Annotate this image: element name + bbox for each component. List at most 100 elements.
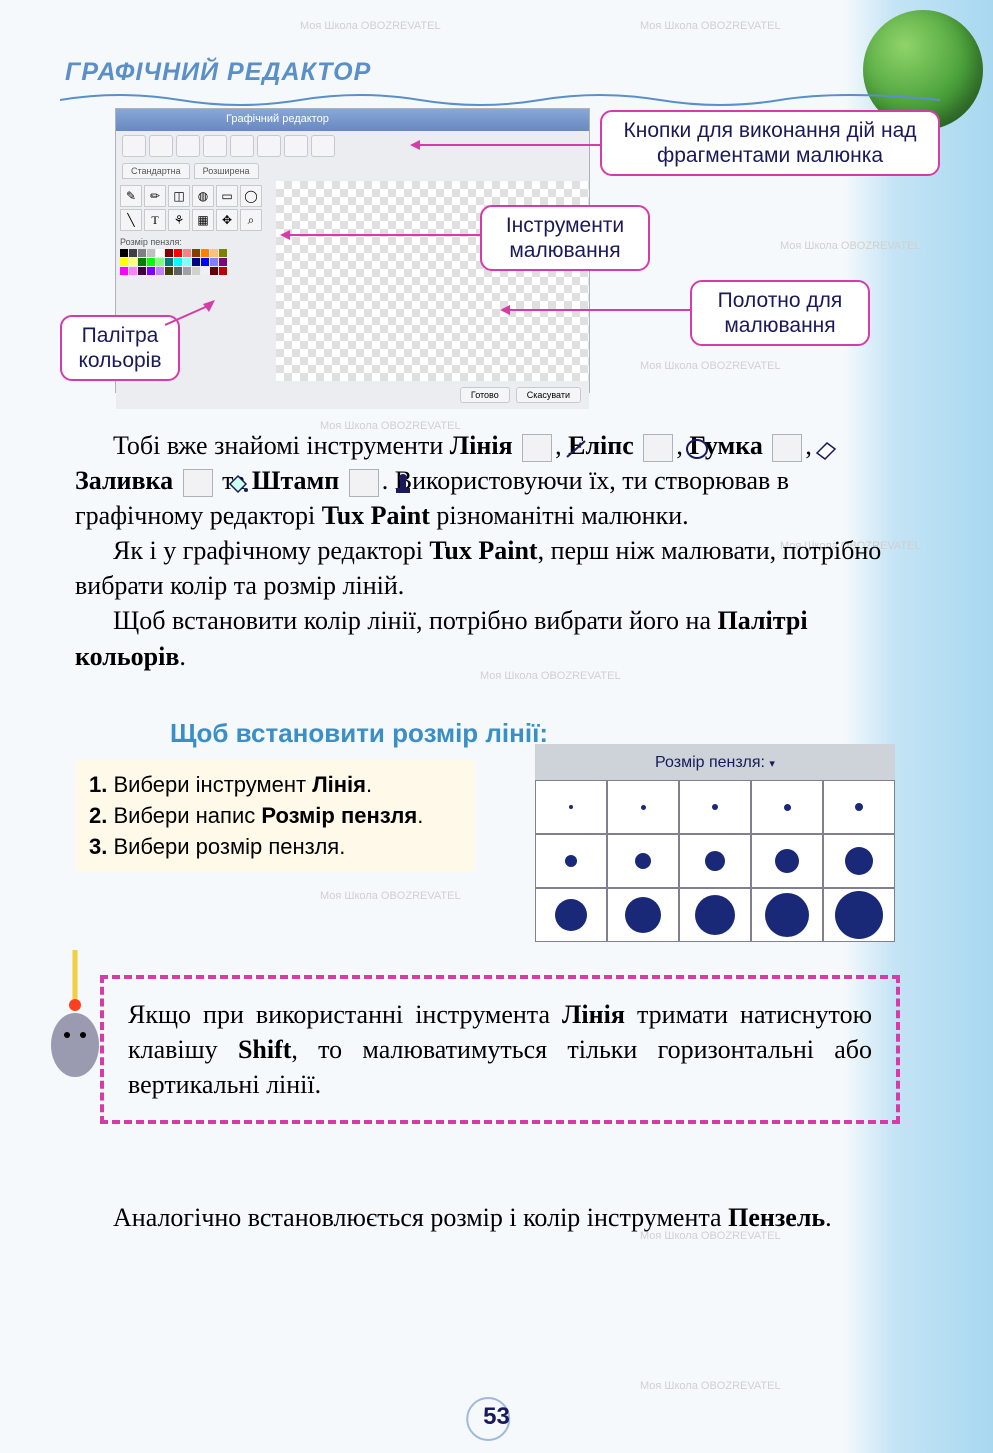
toolbar-button	[311, 135, 335, 157]
callout-toolbar: Кнопки для виконання дій над фрагментами…	[600, 110, 940, 176]
brush-dot-icon	[845, 847, 873, 875]
ellipse-tool-icon	[643, 434, 673, 462]
color-swatch	[120, 249, 128, 257]
watermark: Моя Школа OBOZREVATEL	[300, 20, 441, 32]
watermark: Моя Школа OBOZREVATEL	[640, 20, 781, 32]
editor-titlebar: Графічний редактор	[116, 109, 589, 131]
text: .	[366, 772, 372, 797]
color-swatch	[147, 267, 155, 275]
paragraph-1: Тобі вже знайомі інструменти Лінія , Елі…	[75, 428, 905, 674]
tool-grid: ✎ ✏ ◫ ◍ ▭ ◯ ╲ T ⚘ ▦ ✥ ⌕	[120, 185, 272, 231]
color-swatch	[210, 267, 218, 275]
color-swatch	[138, 267, 146, 275]
mascot-decoration	[45, 950, 105, 1090]
color-swatch	[165, 258, 173, 266]
step-number: 3.	[89, 834, 107, 859]
brush-dot-icon	[635, 853, 651, 869]
text: Щоб встановити колір лінії, потрібно виб…	[113, 606, 718, 635]
brush-dot-icon	[695, 895, 735, 935]
brush-size-cell	[679, 834, 751, 888]
arrow-icon	[280, 225, 480, 245]
text: Вибери напис	[107, 803, 261, 828]
color-swatch	[174, 249, 182, 257]
color-swatch	[183, 258, 191, 266]
tool-ellipse-icon: ◯	[240, 185, 262, 207]
text: різноманітні малюнки.	[430, 501, 689, 530]
callout-canvas: Полотно для малювання	[690, 280, 870, 346]
tool-rect-icon: ▭	[216, 185, 238, 207]
tool-zoom-icon: ⌕	[240, 209, 262, 231]
color-swatch	[219, 267, 227, 275]
text: .	[825, 1203, 832, 1232]
stamp-tool-icon	[349, 469, 379, 497]
tool-brush-icon: ✏	[144, 185, 166, 207]
brush-size-cell	[823, 888, 895, 942]
brush-dot-icon	[555, 899, 587, 931]
brush-size-cell	[823, 834, 895, 888]
color-swatch	[120, 267, 128, 275]
tab: Стандартна	[122, 163, 190, 179]
brush-size-cell	[607, 834, 679, 888]
color-swatch	[192, 249, 200, 257]
page-title: ГРАФІЧНИЙ РЕДАКТОР	[65, 58, 371, 87]
color-swatch	[156, 258, 164, 266]
text-bold: Пензель	[728, 1203, 825, 1232]
brush-dot-icon	[855, 803, 863, 811]
tool-pencil-icon: ✎	[120, 185, 142, 207]
tool-text-icon: T	[144, 209, 166, 231]
toolbar-button	[122, 135, 146, 157]
brush-dot-icon	[712, 804, 718, 810]
brush-dot-icon	[705, 851, 725, 871]
brush-dot-icon	[765, 893, 809, 937]
color-swatch	[219, 258, 227, 266]
step-number: 1.	[89, 772, 107, 797]
brush-dot-icon	[565, 855, 577, 867]
color-swatch	[210, 258, 218, 266]
color-swatch	[201, 267, 209, 275]
eraser-tool-icon	[772, 434, 802, 462]
color-palette	[120, 249, 272, 275]
watermark: Моя Школа OBOZREVATEL	[640, 360, 781, 372]
color-swatch	[201, 258, 209, 266]
text: .	[179, 642, 186, 671]
color-swatch	[165, 267, 173, 275]
text-bold: Розмір пензля	[261, 803, 417, 828]
wave-decoration	[60, 88, 940, 108]
brush-size-cell	[607, 888, 679, 942]
color-swatch	[174, 258, 182, 266]
page-number: 53	[483, 1403, 510, 1431]
brush-size-cell	[823, 780, 895, 834]
color-swatch	[156, 267, 164, 275]
callout-palette: Палітра кольорів	[60, 315, 180, 381]
text-bold: Лінія	[562, 1000, 625, 1029]
brush-size-cell	[751, 780, 823, 834]
text-bold: Заливка	[75, 466, 173, 495]
color-swatch	[192, 267, 200, 275]
brush-size-cell	[751, 834, 823, 888]
text: Аналогічно встановлюється розмір і колір…	[113, 1203, 728, 1232]
toolbar-button	[176, 135, 200, 157]
step-number: 2.	[89, 803, 107, 828]
brush-size-cell	[679, 780, 751, 834]
color-swatch	[183, 267, 191, 275]
tool-stamp-icon: ⚘	[168, 209, 190, 231]
arrow-icon	[500, 300, 690, 320]
tool-fill-icon: ◍	[192, 185, 214, 207]
brush-dot-icon	[569, 805, 573, 809]
watermark: Моя Школа OBOZREVATEL	[640, 1380, 781, 1392]
toolbar-button	[257, 135, 281, 157]
text-bold: Tux Paint	[322, 501, 430, 530]
brush-dot-icon	[835, 891, 883, 939]
brush-size-cell	[535, 888, 607, 942]
brush-size-cell	[751, 888, 823, 942]
color-swatch	[129, 258, 137, 266]
arrow-icon	[165, 300, 215, 330]
brush-dot-icon	[641, 805, 646, 810]
paragraph-after-tip: Аналогічно встановлюється розмір і колір…	[75, 1200, 905, 1235]
tool-picker-icon: ✥	[216, 209, 238, 231]
text: Якщо при використанні інструмента	[128, 1000, 562, 1029]
brush-size-label: Розмір пензля: ▾	[535, 750, 895, 780]
text-bold: Лінія	[450, 431, 513, 460]
ok-button: Готово	[460, 387, 510, 403]
color-swatch	[147, 249, 155, 257]
